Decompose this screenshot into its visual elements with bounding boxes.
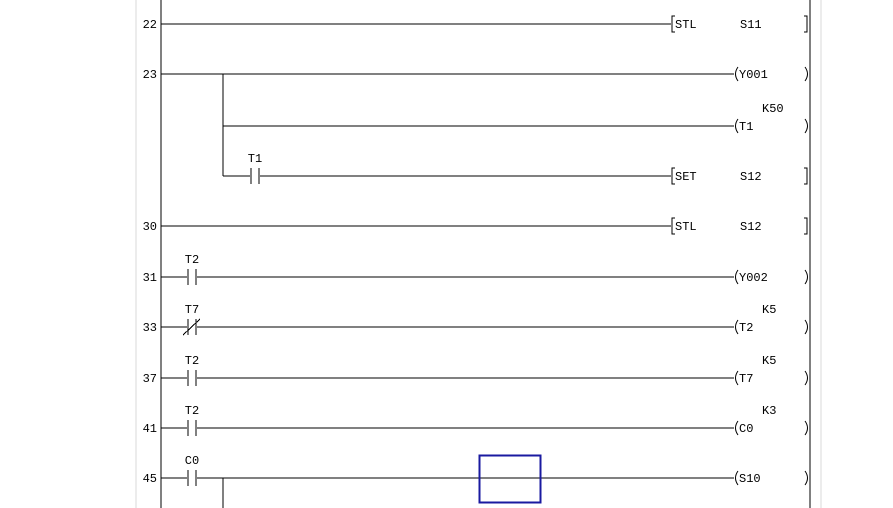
coil-close-paren [804, 370, 808, 386]
coil-close-paren [804, 66, 808, 82]
coil-device: S10 [739, 472, 761, 486]
coil-close-paren [804, 118, 808, 134]
coil-t2[interactable]: T2 K5 [735, 303, 808, 335]
contact-device-label: T7 [185, 303, 199, 317]
coil-s10[interactable]: S10 [735, 470, 808, 486]
step-number: 37 [143, 372, 157, 386]
contact-t7-nc[interactable]: T7 [182, 303, 201, 336]
rung-37[interactable]: 37 T2 T7 K5 [143, 354, 808, 386]
instruction-op: STL [675, 220, 697, 234]
contact-c0-no[interactable]: C0 [185, 454, 199, 486]
coil-device: T7 [739, 372, 753, 386]
rung-31[interactable]: 31 T2 Y002 [143, 253, 808, 285]
step-number: 41 [143, 422, 157, 436]
coil-open-paren [735, 66, 739, 82]
instruction-operand: S12 [740, 220, 762, 234]
rung-22[interactable]: 22 STL S11 [143, 15, 808, 33]
coil-t1[interactable]: T1 K50 [735, 102, 808, 134]
step-number: 31 [143, 271, 157, 285]
rung-30[interactable]: 30 STL S12 [143, 217, 808, 235]
coil-open-paren [735, 420, 739, 436]
coil-open-paren [735, 319, 739, 335]
coil-close-paren [804, 269, 808, 285]
instruction-op: SET [675, 170, 697, 184]
coil-open-paren [735, 470, 739, 486]
coil-c0[interactable]: C0 K3 [735, 404, 808, 436]
instruction-close-bracket [804, 167, 808, 185]
contact-device-label: C0 [185, 454, 199, 468]
coil-setting-value: K5 [762, 303, 776, 317]
instruction-close-bracket [804, 15, 808, 33]
coil-t7[interactable]: T7 K5 [735, 354, 808, 386]
edit-cursor[interactable] [478, 454, 542, 504]
step-number: 45 [143, 472, 157, 486]
instruction-close-bracket [804, 217, 808, 235]
rung-33[interactable]: 33 T7 T2 K5 [143, 303, 808, 336]
coil-close-paren [804, 470, 808, 486]
instruction-open-bracket [671, 167, 675, 185]
coil-device: T1 [739, 120, 753, 134]
coil-setting-value: K50 [762, 102, 784, 116]
instruction-open-bracket [671, 15, 675, 33]
coil-open-paren [735, 118, 739, 134]
contact-t1-no[interactable]: T1 [248, 152, 262, 184]
contact-device-label: T2 [185, 354, 199, 368]
instruction-open-bracket [671, 217, 675, 235]
step-number: 22 [143, 18, 157, 32]
rung-41[interactable]: 41 T2 C0 K3 [143, 404, 808, 436]
instruction-set[interactable]: SET S12 [671, 167, 808, 185]
coil-setting-value: K3 [762, 404, 776, 418]
instruction-stl[interactable]: STL S12 [671, 217, 808, 235]
instruction-op: STL [675, 18, 697, 32]
coil-open-paren [735, 269, 739, 285]
nc-slash [182, 318, 201, 336]
coil-device: Y002 [739, 271, 768, 285]
rung-23[interactable]: 23 Y001 T1 K50 T1 SET S12 [143, 66, 808, 185]
contact-t2-no[interactable]: T2 [185, 354, 199, 386]
coil-y002[interactable]: Y002 [735, 269, 808, 285]
contact-device-label: T2 [185, 253, 199, 267]
coil-device: Y001 [739, 68, 768, 82]
rung-45[interactable]: 45 C0 S10 [143, 454, 808, 508]
coil-device: C0 [739, 422, 753, 436]
coil-y001[interactable]: Y001 [735, 66, 808, 82]
instruction-operand: S12 [740, 170, 762, 184]
coil-device: T2 [739, 321, 753, 335]
step-number: 23 [143, 68, 157, 82]
contact-t2-no[interactable]: T2 [185, 253, 199, 285]
coil-close-paren [804, 420, 808, 436]
step-number: 30 [143, 220, 157, 234]
coil-open-paren [735, 370, 739, 386]
coil-setting-value: K5 [762, 354, 776, 368]
contact-device-label: T2 [185, 404, 199, 418]
coil-close-paren [804, 319, 808, 335]
instruction-stl[interactable]: STL S11 [671, 15, 808, 33]
contact-t2-no[interactable]: T2 [185, 404, 199, 436]
step-number: 33 [143, 321, 157, 335]
instruction-operand: S11 [740, 18, 762, 32]
contact-device-label: T1 [248, 152, 262, 166]
